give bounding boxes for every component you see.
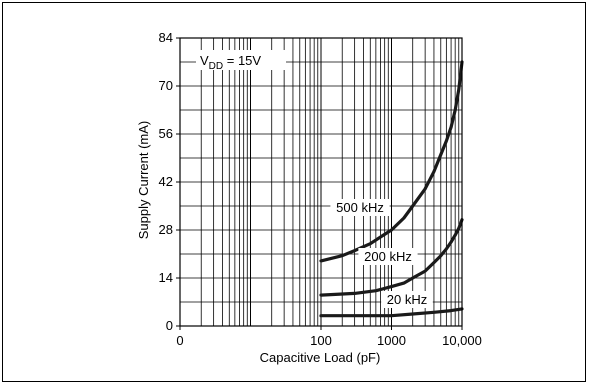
series-label-bg bbox=[381, 291, 433, 308]
series-lines bbox=[319, 60, 464, 318]
y-tick-label: 14 bbox=[159, 270, 173, 285]
x-tick-label: 10,000 bbox=[442, 333, 482, 348]
series-label: 500 kHz bbox=[336, 200, 384, 215]
series-line bbox=[319, 218, 464, 297]
y-tick-label: 56 bbox=[159, 126, 173, 141]
labels: 0 14 28 42 56 70 84 0 100 1000 10,000 500 kHz 200 kH… bbox=[159, 30, 482, 348]
axis-ticks bbox=[176, 37, 463, 330]
series-label-bg bbox=[358, 248, 418, 265]
y-axis-label: Supply Current (mA) bbox=[136, 121, 151, 239]
x-tick-label: 1000 bbox=[377, 333, 406, 348]
x-tick-label: 0 bbox=[176, 333, 183, 348]
annotation-bg bbox=[196, 50, 286, 70]
grid bbox=[180, 37, 463, 327]
x-axis-label: Capacitive Load (pF) bbox=[260, 350, 381, 365]
y-tick-label: 70 bbox=[159, 78, 173, 93]
series-label: 20 kHz bbox=[387, 292, 427, 307]
chart-frame bbox=[2, 2, 586, 382]
y-tick-label: 0 bbox=[166, 318, 173, 333]
y-tick-label: 42 bbox=[159, 174, 173, 189]
y-tick-label: 84 bbox=[159, 30, 173, 45]
vdd-annotation: VDD = 15V bbox=[200, 53, 261, 72]
y-tick-label: 28 bbox=[159, 222, 173, 237]
series-line bbox=[319, 60, 464, 263]
x-tick-label: 100 bbox=[310, 333, 332, 348]
series-line bbox=[319, 307, 464, 318]
series-label: 200 kHz bbox=[364, 249, 412, 264]
series-label-bg bbox=[330, 199, 390, 216]
